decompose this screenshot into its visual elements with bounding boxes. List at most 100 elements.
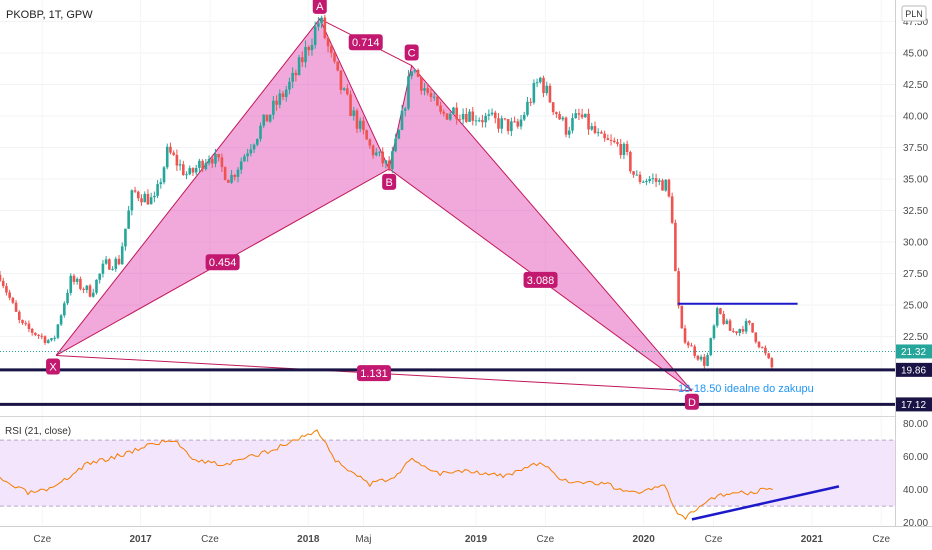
ratio-label-xb-bg [205,254,240,271]
price-tick-label: 37.50 [903,143,928,154]
candle-body [336,61,339,71]
time-tick-label: Maj [355,534,371,545]
time-tick-label: 2020 [633,534,656,545]
candle-body [529,101,532,103]
price-tag-bg [896,362,932,377]
point-label-c-text: C [408,48,416,60]
point-label-a: A [312,0,327,14]
candle-body [744,320,748,332]
candle-body [667,179,671,197]
candle-body [400,110,404,130]
price-tick-label: 25.00 [903,301,928,312]
ratio-label-xb-text: 0.454 [209,257,237,269]
candle-body [629,151,632,172]
point-label-b-text: B [385,177,392,189]
candle-body [490,112,494,115]
candle-body [21,319,24,324]
candle-body [680,305,684,329]
time-tick-label: 2021 [801,534,824,545]
candle-body [17,311,21,320]
price-tags: 21.32 19.86 17.12 [896,344,932,412]
rsi-trendline[interactable] [691,485,840,521]
currency-badge[interactable]: PLN [901,5,927,22]
candle-body [571,118,574,131]
candle-body [91,292,95,297]
candle-body [500,118,504,129]
candle-body [670,196,674,223]
ratio-label-xd: 1.131 [356,365,391,382]
candle-body [11,297,15,303]
candle-body [448,114,452,120]
candle-body [281,93,285,98]
price-tick-label: 30.00 [903,238,928,249]
candle-body [0,274,2,281]
candle-body [731,330,735,332]
candle-body [593,126,597,134]
candle-body [194,167,198,173]
ratio-label-xd-bg [356,365,391,382]
candle-body [185,174,188,176]
time-tick-label: Cze [705,534,723,545]
candle-body [172,152,175,155]
price-tick-label: 45.00 [903,48,928,59]
candle-body [432,96,436,98]
candle-body [50,338,53,341]
candle-body [696,355,700,360]
candle-body [465,113,468,122]
point-label-b: B [382,173,397,190]
candle-body [493,112,497,119]
candle-body [526,101,529,115]
candle-body [728,320,732,331]
candle-body [5,286,8,293]
candle-body [133,190,137,192]
candle-body [227,179,230,183]
candle-body [82,288,85,290]
price-levels[interactable] [0,302,895,406]
candle-body [95,279,98,293]
candle-body [265,114,269,122]
candle-body [149,197,153,205]
candle-body [56,324,60,338]
candle-body [664,179,668,191]
price-tick-label: 42.50 [903,80,928,91]
candle-body [72,275,76,282]
price-tick-label: 27.50 [903,269,928,280]
candle-body [365,130,368,140]
candle-body [487,114,491,116]
candle-body [40,335,44,337]
candle-body [519,119,523,127]
candle-body [587,113,590,130]
candle-body [8,292,11,298]
candle-body [725,320,729,324]
candle-body [243,156,246,162]
harmonic-pattern[interactable] [55,17,693,392]
ratio-label-bd-text: 3.088 [527,275,555,287]
candle-body [452,107,455,115]
candle-body [616,142,619,144]
time-tick-label: Cze [201,534,219,545]
candle-body [632,171,635,175]
candle-body [638,174,642,183]
candle-body [471,111,475,121]
candle-body [362,120,365,131]
candle-body [14,302,18,312]
candle-body [564,117,568,135]
candle-body [481,120,484,123]
candle-body [625,143,629,152]
point-label-d-bg [684,393,699,410]
candle-body [606,138,610,140]
candle-body [223,167,227,180]
candle-body [53,337,56,339]
candle-body [706,355,709,366]
candle-body [146,193,150,205]
candle-body [101,263,105,274]
candle-body [548,85,552,103]
candle-body [619,143,623,155]
candle-body [654,178,658,182]
candle-body [603,133,606,139]
candle-body [574,113,577,119]
candle-body [124,228,127,247]
candle-body [413,69,417,72]
candle-body [693,346,696,356]
